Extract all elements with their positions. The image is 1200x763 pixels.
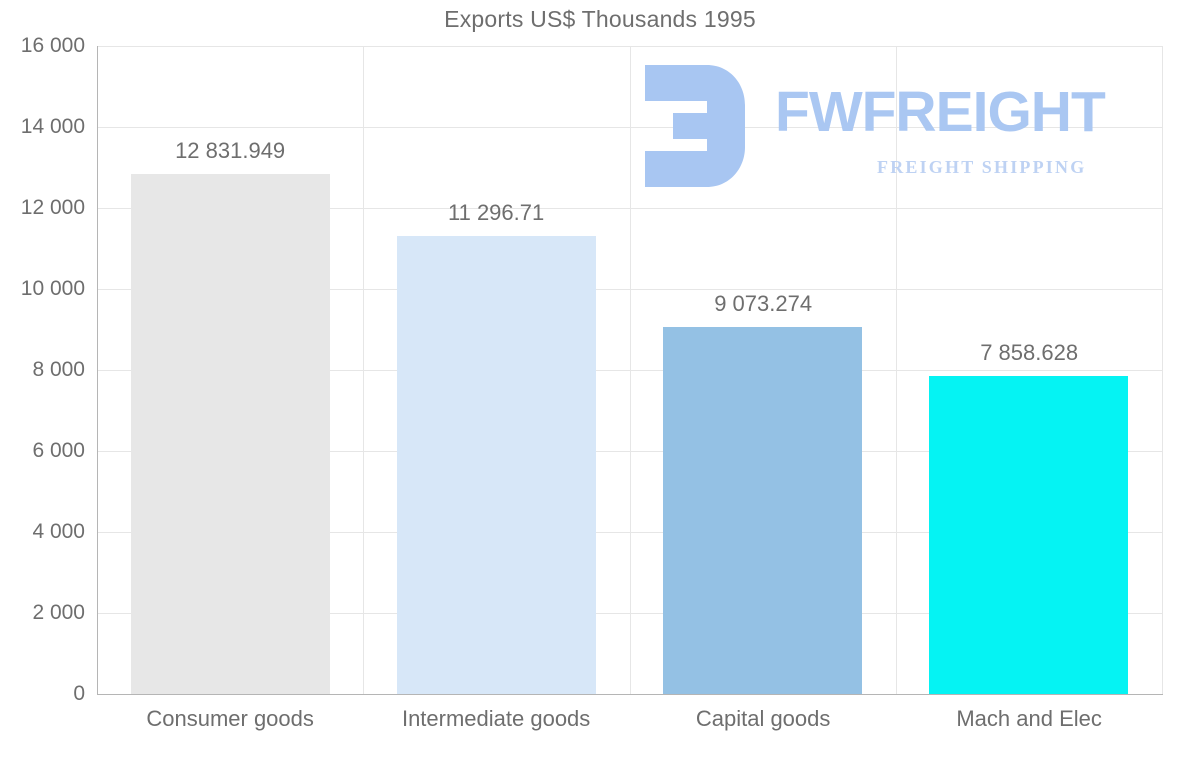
bar[interactable] [929, 375, 1128, 694]
chart-title: Exports US$ Thousands 1995 [444, 6, 756, 32]
x-axis-category-label: Mach and Elec [956, 706, 1102, 731]
x-axis-category-label: Capital goods [695, 706, 831, 731]
gridline-horizontal [97, 370, 1162, 371]
y-axis-tick-label: 8 000 [32, 358, 85, 381]
x-axis-category-label: Intermediate goods [401, 706, 591, 731]
gridline-horizontal [97, 613, 1162, 614]
y-axis-tick-label: 14 000 [20, 115, 85, 138]
y-axis-tick-label: 0 [73, 682, 85, 705]
bar-value-label: 11 296.71 [448, 200, 545, 226]
y-axis-tick-label: 6 000 [32, 439, 85, 462]
y-axis-tick-label: 2 000 [32, 601, 85, 624]
gridline-vertical [630, 46, 631, 694]
x-axis-line [97, 694, 1163, 695]
plot-area [97, 46, 1163, 695]
gridline-horizontal [97, 289, 1162, 290]
gridline-vertical [363, 46, 364, 694]
y-axis-tick-label: 16 000 [20, 34, 85, 57]
bar[interactable] [397, 236, 596, 694]
y-axis-tick-label: 12 000 [20, 196, 85, 219]
gridline-horizontal [97, 532, 1162, 533]
y-axis-tick-label: 4 000 [32, 520, 85, 543]
x-axis-category-label: Consumer goods [146, 706, 314, 731]
gridline-horizontal [97, 451, 1162, 452]
bar-value-label: 7 858.628 [980, 339, 1079, 365]
y-axis-tick-label: 10 000 [20, 277, 85, 300]
bar-value-label: 9 073.274 [714, 290, 813, 316]
bar[interactable] [663, 326, 862, 694]
bar-value-label: 12 831.949 [175, 138, 286, 164]
gridline-vertical [1162, 46, 1163, 694]
y-axis-line [97, 46, 98, 695]
gridline-vertical [896, 46, 897, 694]
gridline-horizontal [97, 127, 1162, 128]
gridline-horizontal [97, 208, 1162, 209]
bar[interactable] [131, 174, 330, 694]
gridline-horizontal [97, 46, 1162, 47]
